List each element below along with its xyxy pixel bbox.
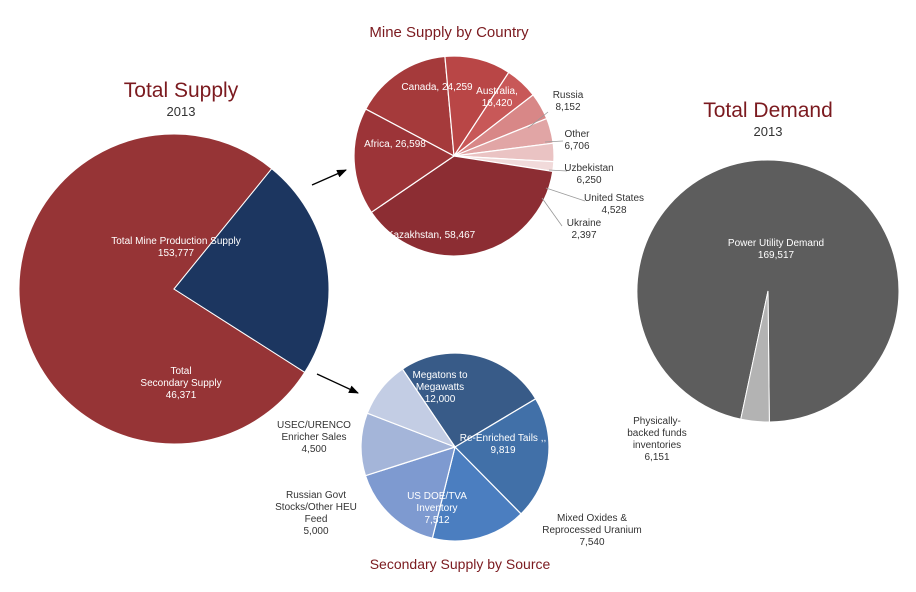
pie2-slice-re-enriched-tails [454,397,550,515]
pie1-slice-canada [364,55,455,158]
pie0-slice-total-secondary-supply [173,167,330,373]
pie1-leader-line-4 [548,169,568,172]
pie3-slice-physically-backed-funds-inventories [740,290,770,423]
pie0-label-1: Total Secondary Supply 46,371 [140,366,221,401]
arrow-to-secondary-supply [316,373,359,394]
pie2-slice-usec-urenco-enricher-sales [366,368,457,449]
pie2-slice-us-doe-tva-inventory [364,446,456,539]
pie2-label-1: Re-Enriched Tails ,, 9,819 [460,433,547,456]
pie1-leader-line-2 [527,111,549,129]
mine-supply-title: Mine Supply by Country [369,24,529,41]
pie2-label-5: USEC/URENCO Enricher Sales 4,500 [277,420,351,455]
pie1-leader-line-3 [544,140,564,143]
pie1-label-4: Uzbekistan 6,250 [564,163,613,186]
pie2-label-3: US DOE/TVA Inventory 7,512 [407,491,467,526]
pie1-label-5: United States 4,528 [584,193,644,216]
pie1-slice-kazakhstan [370,155,554,257]
pie2-label-4: Russian Govt Stocks/Other HEU Feed 5,000 [275,490,357,537]
pie1-label-6: Ukraine 2,397 [567,218,602,241]
pie1-slice-australia [444,55,510,158]
pie2-label-2: Mixed Oxides & Reprocessed Uranium 7,540 [542,513,642,548]
total-supply-title: Total Supply [123,79,239,102]
pie1-label-2: Russia 8,152 [553,90,584,113]
total-demand-year: 2013 [753,124,783,139]
pie3-label-1: Physically-backed funds inventories 6,151 [627,416,687,463]
pie1-label-7: Kazakhstan, 58,467 [387,230,476,241]
total-demand-title: Total Demand [703,99,833,122]
pie1-slice-africa [353,108,456,214]
arrow-to-mine-supply [311,169,347,186]
pie1-label-8: Africa, 26,598 [364,139,426,150]
secondary-supply-title: Secondary Supply by Source [369,556,551,572]
pie1-leader-line-6 [541,197,563,227]
pie2-slice-mixed-oxides-reprocessed-uranium [431,445,522,542]
pie1-label-3: Other 6,706 [564,129,590,152]
pie2-label-0: Megatons to Megawatts 12,000 [412,370,467,405]
pie0-label-0: Total Mine Production Supply 153,777 [111,236,241,259]
pie1-leader-line-5 [545,187,586,202]
pie0-slice-total-mine-production-supply [18,133,306,445]
pie1-label-1: Australia, 16,420 [476,86,518,109]
total-supply-year: 2013 [166,104,196,119]
pie1-label-0: Canada, 24,259 [401,82,473,93]
pie2-slice-megatons-to-megawatts [401,352,537,448]
pie3-label-0: Power Utility Demand 169,517 [728,238,824,261]
